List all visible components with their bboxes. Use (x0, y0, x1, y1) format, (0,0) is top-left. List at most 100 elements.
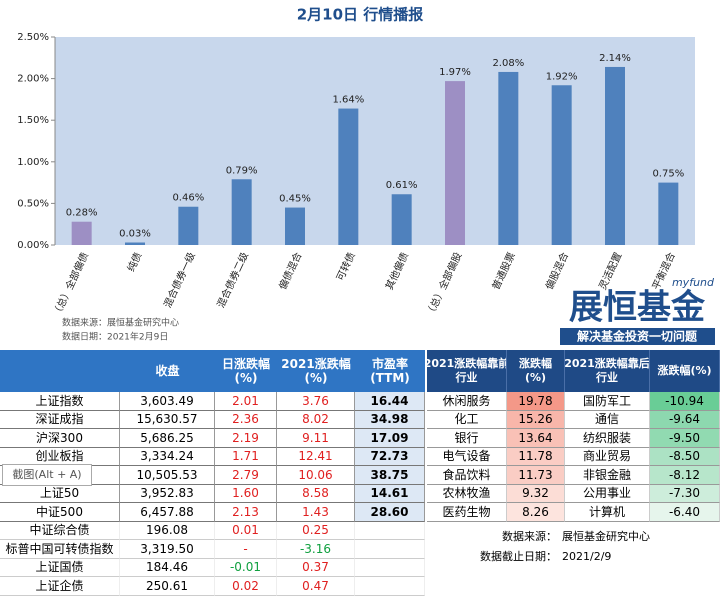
row-name: 通信 (565, 410, 650, 429)
x-tick-label: 可转债 (333, 250, 357, 283)
cell-text: 上证企债 (35, 578, 84, 593)
row-name: 上证指数 (0, 392, 120, 411)
cell-text: 计算机 (588, 504, 625, 519)
cell: - (215, 540, 277, 559)
cell-text: 28.60 (370, 504, 409, 519)
cell: 3,603.49 (120, 392, 215, 411)
cell-text: 3,952.83 (140, 486, 194, 501)
cell: 72.73 (355, 447, 425, 466)
cell: 34.98 (355, 410, 425, 429)
cell-text: 中证综合债 (29, 523, 90, 538)
cell: 38.75 (355, 466, 425, 485)
header-cell: 2021涨跌幅靠前 行业 (427, 350, 507, 392)
cell: 12.41 (277, 447, 355, 466)
cell-text: 6,457.88 (140, 504, 194, 519)
y-tick-label: 0.50% (17, 198, 49, 209)
cell-text: 184.46 (146, 560, 188, 575)
header-cell: 涨跌幅(%) (507, 350, 565, 392)
cell-text: 非银金融 (582, 467, 631, 482)
cell-text: 1.60 (232, 486, 259, 501)
cell-text: 标普中国可转债指数 (5, 541, 114, 556)
cell: 10.06 (277, 466, 355, 485)
note: 数据日期：2021年2月9日 (62, 331, 168, 343)
cell: 8.26 (507, 503, 565, 522)
cell-text: -6.40 (668, 504, 701, 519)
cell-text: 收盘 (155, 364, 180, 378)
row-name: 中证500 (0, 503, 120, 522)
cell-text: 5,686.25 (140, 430, 194, 445)
row-name: 化工 (427, 410, 507, 429)
cell-text: 0.37 (302, 560, 329, 575)
x-tick-label: 混合债券二级 (214, 250, 251, 310)
cell: -8.50 (650, 447, 720, 466)
cell-text: 上证国债 (35, 560, 84, 575)
y-tick-label: 1.00% (17, 157, 49, 168)
cell-text: 中证500 (36, 504, 83, 519)
cell-text: 10.06 (298, 467, 333, 482)
cell-text: 14.61 (370, 486, 409, 501)
cell-text: 市盈率 (371, 357, 408, 371)
cell-text: -9.50 (668, 430, 701, 445)
cell: 15,630.57 (120, 410, 215, 429)
cell-text: 72.73 (370, 449, 409, 464)
cell-text: 13.64 (518, 430, 553, 445)
cell: 13.64 (507, 429, 565, 448)
value-label: 1.97% (439, 67, 471, 78)
cell: 250.61 (120, 577, 215, 596)
cell-text: 10,505.53 (136, 467, 198, 482)
cell-text: 行业 (596, 371, 618, 384)
cell-text: 9.11 (302, 430, 329, 445)
x-tick-label: 混合债券一级 (161, 250, 198, 310)
row-name: 公用事业 (565, 484, 650, 503)
cell: 14.61 (355, 484, 425, 503)
cell-text: 农林牧渔 (442, 486, 491, 501)
cell-text: 沪深300 (36, 430, 83, 445)
cell-text: 2.36 (232, 412, 259, 427)
cell-text: 2021涨跌幅靠前 (427, 357, 507, 370)
cell-text: 医药生物 (442, 504, 491, 519)
logo-slogan: 解决基金投资一切问题 (577, 329, 698, 344)
bar (551, 85, 572, 245)
cell: 28.60 (355, 503, 425, 522)
cell-text: 2.19 (232, 430, 259, 445)
chart: 2月10日 行情播报 数据来源：展恒基金研究中心 数据日期：2021年2月9日 … (17, 6, 715, 345)
cell-text: 1.43 (302, 504, 329, 519)
cell: 1.43 (277, 503, 355, 522)
bar (178, 206, 199, 245)
cell-text: (%) (524, 371, 547, 384)
cell (355, 577, 425, 596)
cell: 3,334.24 (120, 447, 215, 466)
cell-text: 2021涨跌幅靠后 (565, 357, 650, 370)
cell: 3,952.83 (120, 484, 215, 503)
cell: -9.50 (650, 429, 720, 448)
cell: -6.40 (650, 503, 720, 522)
cell: 10,505.53 (120, 466, 215, 485)
cell: -3.16 (277, 540, 355, 559)
cell-text: 9.32 (522, 486, 549, 501)
cell-text: -3.16 (299, 541, 332, 556)
cell: 184.46 (120, 558, 215, 577)
row-name: 标普中国可转债指数 (0, 540, 120, 559)
cell-text: (%) (304, 371, 328, 385)
cell: 19.78 (507, 392, 565, 411)
row-name: 银行 (427, 429, 507, 448)
footer-value: 展恒基金研究中心 (562, 528, 702, 546)
cell-text: -10.94 (665, 393, 704, 408)
footer-label: 数据截止日期： (447, 548, 557, 566)
row-name: 电气设备 (427, 447, 507, 466)
cell-text: 截图(Alt + A) (12, 468, 82, 481)
row-name: 医药生物 (427, 503, 507, 522)
cell: 8.58 (277, 484, 355, 503)
x-tick-label: 偏债混合 (276, 250, 305, 292)
cell-text: 商业贸易 (582, 449, 631, 464)
cell-text: 3,334.24 (140, 449, 194, 464)
cell-text: 2.13 (232, 504, 259, 519)
bar (445, 81, 465, 245)
x-tick-label: （总）全部偏债 (50, 250, 91, 319)
bar (658, 182, 679, 245)
cell-text: 数据截止日期： (480, 549, 557, 563)
row-name: 商业贸易 (565, 447, 650, 466)
x-tick-label: 灵活配置 (597, 250, 625, 291)
cell-text: 行业 (455, 371, 478, 384)
cell-text: 创业板指 (35, 449, 84, 464)
